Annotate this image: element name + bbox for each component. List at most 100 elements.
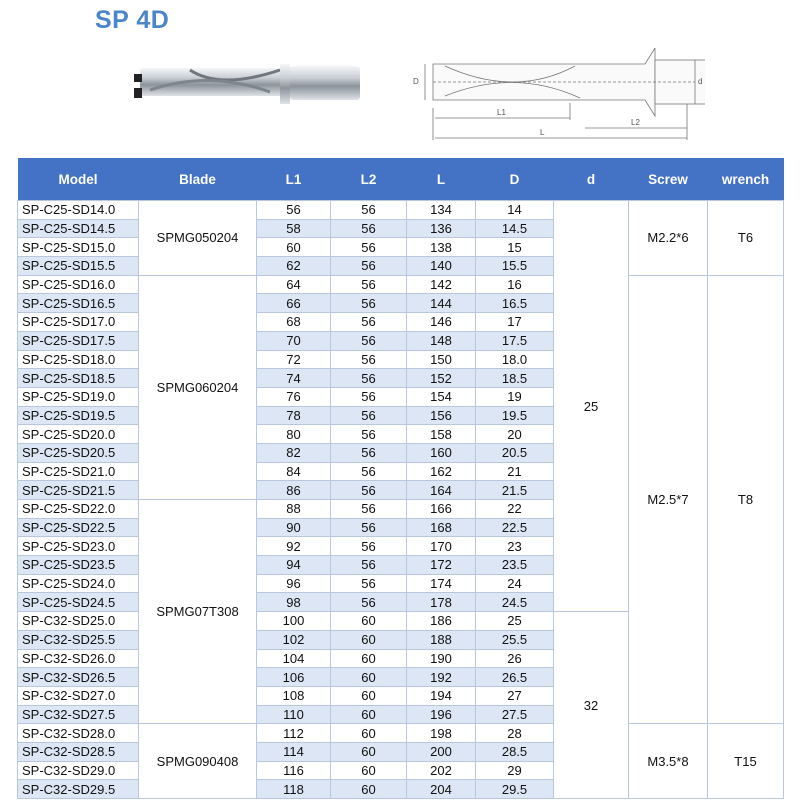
- d-diameter-cell: 18.5: [475, 368, 554, 388]
- column-header-model: Model: [17, 158, 139, 201]
- l-cell: 178: [406, 592, 476, 613]
- l2-cell: 56: [330, 256, 407, 276]
- l1-cell: 78: [256, 405, 331, 426]
- d-diameter-cell: 24.5: [475, 592, 554, 613]
- l2-cell: 60: [330, 648, 407, 669]
- model-cell: SP-C25-SD15.5: [17, 256, 139, 276]
- table-row: SP-C25-SD20.5 82 56 160 20.5: [17, 442, 784, 463]
- screw-cell: M3.5*8: [628, 723, 708, 799]
- blade-cell: SPMG090408: [138, 723, 257, 799]
- l-cell: 154: [406, 386, 476, 407]
- model-cell: SP-C32-SD26.5: [17, 667, 139, 687]
- l1-cell: 64: [256, 274, 331, 295]
- label-L1: L1: [497, 108, 506, 117]
- model-cell: SP-C25-SD18.5: [17, 368, 139, 388]
- d-diameter-cell: 14: [475, 200, 554, 220]
- model-cell: SP-C25-SD22.0: [17, 499, 139, 519]
- l-cell: 166: [406, 499, 476, 519]
- table-row: SP-C25-SD23.5 94 56 172 23.5: [17, 555, 784, 575]
- blade-cell: SPMG050204: [138, 200, 257, 276]
- l1-cell: 76: [256, 386, 331, 407]
- l1-cell: 112: [256, 723, 331, 743]
- l-cell: 174: [406, 573, 476, 594]
- wrench-cell: T6: [707, 200, 784, 276]
- table-row: SP-C25-SD16.0 SPMG060204 64 56 142 16 M2.5*7 T8: [17, 274, 784, 725]
- d-diameter-cell: 28: [475, 723, 554, 743]
- drill-dimension-diagram: D d L1 L2 L: [413, 48, 705, 140]
- l1-cell: 90: [256, 517, 331, 538]
- l2-cell: 56: [330, 536, 407, 557]
- table-row: SP-C32-SD29.5 118 60 204 29.5: [17, 779, 784, 799]
- model-cell: SP-C32-SD29.5: [17, 779, 139, 799]
- l-cell: 150: [406, 349, 476, 370]
- d-diameter-cell: 16: [475, 274, 554, 295]
- l-cell: 160: [406, 442, 476, 463]
- l2-cell: 56: [330, 386, 407, 407]
- d-diameter-cell: 24: [475, 573, 554, 594]
- l1-cell: 86: [256, 480, 331, 500]
- table-row: SP-C25-SD22.5 90 56 168 22.5: [17, 517, 784, 538]
- d-diameter-cell: 15: [475, 237, 554, 258]
- l-cell: 204: [406, 779, 476, 799]
- shank-d-cell: 32: [553, 611, 629, 799]
- d-diameter-cell: 18.0: [475, 349, 554, 370]
- d-diameter-cell: 27: [475, 685, 554, 706]
- l1-cell: 74: [256, 368, 331, 388]
- l-cell: 144: [406, 293, 476, 314]
- label-d: d: [698, 77, 702, 86]
- table-row: SP-C32-SD27.5 110 60 196 27.5: [17, 704, 784, 725]
- wrench-cell: T8: [707, 274, 784, 725]
- l1-cell: 56: [256, 200, 331, 220]
- l1-cell: 70: [256, 330, 331, 351]
- l-cell: 134: [406, 200, 476, 220]
- drill-product-photo: [134, 64, 360, 104]
- model-cell: SP-C25-SD24.0: [17, 573, 139, 594]
- table-row: SP-C25-SD15.5 62 56 140 15.5: [17, 256, 784, 276]
- l2-cell: 60: [330, 760, 407, 781]
- l1-cell: 92: [256, 536, 331, 557]
- model-cell: SP-C25-SD19.5: [17, 405, 139, 426]
- d-diameter-cell: 14.5: [475, 218, 554, 239]
- model-cell: SP-C32-SD27.0: [17, 685, 139, 706]
- l-cell: 158: [406, 424, 476, 444]
- model-cell: SP-C25-SD20.5: [17, 442, 139, 463]
- l1-cell: 102: [256, 629, 331, 650]
- l-cell: 186: [406, 611, 476, 631]
- l1-cell: 110: [256, 704, 331, 725]
- l1-cell: 114: [256, 741, 331, 762]
- l2-cell: 56: [330, 461, 407, 482]
- l1-cell: 88: [256, 499, 331, 519]
- l-cell: 192: [406, 667, 476, 687]
- l2-cell: 56: [330, 293, 407, 314]
- l2-cell: 56: [330, 349, 407, 370]
- table-row: SP-C32-SD26.0 104 60 190 26: [17, 648, 784, 669]
- l-cell: 188: [406, 629, 476, 650]
- l1-cell: 106: [256, 667, 331, 687]
- l1-cell: 104: [256, 648, 331, 669]
- screw-cell: M2.5*7: [628, 274, 708, 725]
- l-cell: 190: [406, 648, 476, 669]
- d-diameter-cell: 15.5: [475, 256, 554, 276]
- model-cell: SP-C25-SD16.5: [17, 293, 139, 314]
- l2-cell: 56: [330, 312, 407, 332]
- l2-cell: 56: [330, 218, 407, 239]
- table-row: SP-C25-SD21.5 86 56 164 21.5: [17, 480, 784, 500]
- d-diameter-cell: 17: [475, 312, 554, 332]
- model-cell: SP-C25-SD18.0: [17, 349, 139, 370]
- model-cell: SP-C25-SD17.5: [17, 330, 139, 351]
- d-diameter-cell: 16.5: [475, 293, 554, 314]
- l-cell: 136: [406, 218, 476, 239]
- model-cell: SP-C25-SD21.5: [17, 480, 139, 500]
- l-cell: 156: [406, 405, 476, 426]
- column-header-screw: Screw: [628, 158, 708, 201]
- model-cell: SP-C25-SD20.0: [17, 424, 139, 444]
- table-row: SP-C25-SD20.0 80 56 158 20: [17, 424, 784, 444]
- l2-cell: 56: [330, 274, 407, 295]
- d-diameter-cell: 25: [475, 611, 554, 631]
- screw-cell: M2.2*6: [628, 200, 708, 276]
- table-row: SP-C25-SD15.0 60 56 138 15: [17, 237, 784, 258]
- table-row: SP-C25-SD22.0 SPMG07T308 88 56 166 22: [17, 498, 784, 725]
- l1-cell: 60: [256, 237, 331, 258]
- l-cell: 168: [406, 517, 476, 538]
